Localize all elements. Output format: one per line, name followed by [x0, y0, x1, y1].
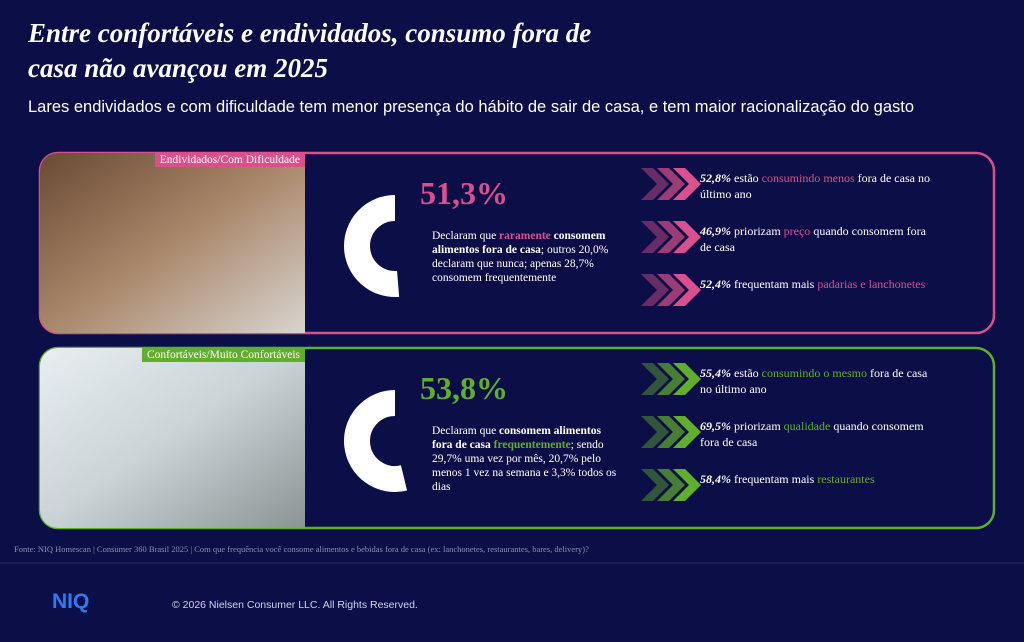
stat-value: 53,8%: [420, 370, 508, 406]
chevron: [641, 469, 669, 501]
text-run: ; outros 20,0% declaram que nunca; apena…: [432, 244, 609, 284]
chevron: [673, 274, 701, 306]
text-run: 52,4%: [700, 277, 731, 291]
category-tag: Confortáveis/Muito Confortáveis: [142, 348, 305, 362]
description: Declaram que raramente consomem alimento…: [432, 229, 617, 285]
chevron: [641, 416, 669, 448]
text-run: estão: [731, 171, 762, 185]
text-run: fora de casa no último ano: [700, 171, 930, 201]
insight: 69,5% priorizam qualidade quando consome…: [700, 418, 930, 450]
text-run: fora de casa no último ano: [700, 366, 928, 396]
text-run: frequentam mais: [731, 277, 818, 291]
chevron: [673, 168, 701, 200]
chevron: [673, 363, 701, 395]
text-run: frequentemente: [493, 439, 571, 451]
text-run: consumindo o mesmo: [761, 366, 867, 380]
chevron: [657, 221, 685, 253]
stat-value: 51,3%: [420, 175, 508, 211]
description: Declaram que consomem alimentos fora de …: [432, 424, 617, 494]
category-tag: Endividados/Com Dificuldade: [154, 153, 305, 167]
insight: 46,9% priorizam preço quando consomem fo…: [700, 223, 930, 255]
text-run: 69,5%: [700, 419, 731, 433]
text-run: consomem alimentos fora de casa: [432, 425, 601, 451]
text-run: consomem alimentos fora de casa: [432, 230, 606, 256]
photo: [40, 348, 305, 528]
text-run: restaurantes: [817, 472, 875, 486]
logo: NIQ: [52, 590, 90, 613]
text-run: raramente: [499, 230, 551, 242]
text-run: 58,4%: [700, 472, 731, 486]
chevron: [657, 363, 685, 395]
chevron: [657, 469, 685, 501]
title: casa não avançou em 2025: [28, 53, 328, 83]
text-run: quando consomem fora de casa: [700, 224, 926, 254]
text-run: ; sendo 29,7% uma vez por mês, 20,7% pel…: [432, 439, 617, 493]
chevron: [673, 469, 701, 501]
chevron: [673, 416, 701, 448]
text-run: quando consomem fora de casa: [700, 419, 924, 449]
text-run: Declaram que: [432, 425, 500, 437]
text-run: priorizam: [731, 419, 784, 433]
text-run: qualidade: [783, 419, 831, 433]
chevron: [641, 221, 669, 253]
copyright: © 2026 Nielsen Consumer LLC. All Rights …: [172, 599, 418, 611]
insight: 52,8% estão consumindo menos fora de cas…: [700, 170, 930, 202]
chevron: [673, 221, 701, 253]
insight: 58,4% frequentam mais restaurantes: [700, 471, 930, 487]
text-run: padarias e lanchonetes: [817, 277, 926, 291]
text-run: frequentam mais: [731, 472, 818, 486]
text-run: priorizam: [731, 224, 784, 238]
chevron: [657, 168, 685, 200]
text-run: 52,8%: [700, 171, 731, 185]
chevron: [657, 274, 685, 306]
photo: [40, 153, 305, 333]
source: Fonte: NIQ Homescan | Consumer 360 Brasi…: [14, 544, 589, 554]
subtitle: Lares endividados e com dificuldade tem …: [28, 98, 915, 116]
insight: 55,4% estão consumindo o mesmo fora de c…: [700, 365, 930, 397]
text-run: Declaram que: [432, 230, 500, 242]
insight: 52,4% frequentam mais padarias e lanchon…: [700, 276, 930, 292]
chevron: [641, 274, 669, 306]
stat-arc: [344, 195, 400, 297]
text-run: preço: [783, 224, 811, 238]
chevron: [657, 416, 685, 448]
title: Entre confortáveis e endividados, consum…: [28, 18, 592, 48]
stat-arc: [344, 390, 408, 492]
chevron: [641, 363, 669, 395]
text-run: estão: [731, 366, 762, 380]
text-run: consumindo menos: [761, 171, 855, 185]
text-run: 55,4%: [700, 366, 731, 380]
text-run: 46,9%: [700, 224, 731, 238]
chevron: [641, 168, 669, 200]
